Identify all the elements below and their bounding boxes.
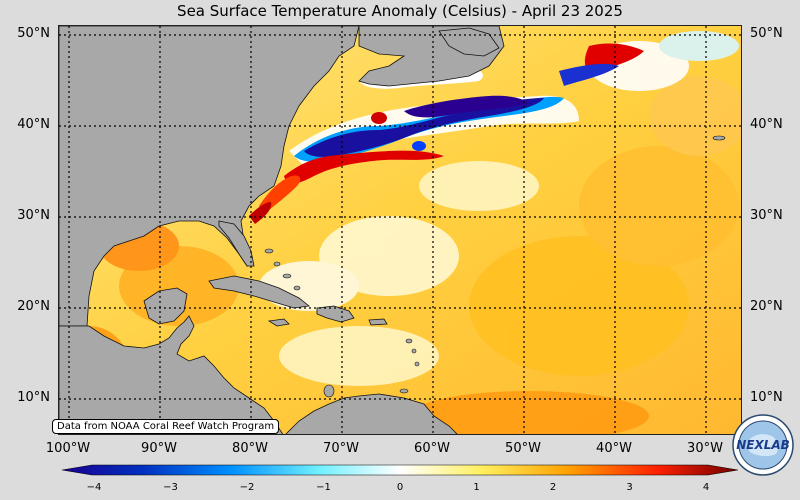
- lon-label-40w: 40°W: [596, 441, 632, 456]
- lat-label-left-30n: 30°N: [17, 208, 50, 223]
- colorbar-tick-label: −3: [163, 482, 178, 493]
- lat-label-right-50n: 50°N: [750, 26, 783, 41]
- map-title: Sea Surface Temperature Anomaly (Celsius…: [177, 2, 623, 20]
- land-masses: [59, 26, 505, 434]
- lon-label-30w: 30°W: [687, 441, 723, 456]
- colorbar-tick-label: −4: [86, 482, 102, 493]
- lat-label-left-20n: 20°N: [17, 299, 50, 314]
- colorbar-tick-label: 2: [549, 482, 557, 493]
- colorbar-tick-label: 0: [396, 482, 404, 493]
- colorbar-tick-label: −2: [239, 482, 255, 493]
- lat-label-left-10n: 10°N: [17, 390, 50, 405]
- data-credit-label: Data from NOAA Coral Reef Watch Program: [52, 419, 280, 434]
- lat-label-right-20n: 20°N: [750, 299, 783, 314]
- colorbar-tick-label: 4: [702, 482, 710, 493]
- lon-label-90w: 90°W: [141, 441, 177, 456]
- colorbar-tick-label: 1: [473, 482, 480, 493]
- colorbar-tick-label: −1: [316, 482, 331, 493]
- sst-anomaly-map: [58, 25, 742, 435]
- nexlab-logo[interactable]: NEXLAB: [732, 414, 794, 476]
- colorbar: −4 −3 −2 −1 0 1 2 3 4: [62, 462, 738, 496]
- lon-label-70w: 70°W: [323, 441, 359, 456]
- graticule: [59, 26, 741, 434]
- colorbar-tick-label: 3: [626, 482, 633, 493]
- lat-label-right-30n: 30°N: [750, 208, 783, 223]
- colorbar-gradient: [62, 464, 738, 476]
- lat-label-right-10n: 10°N: [750, 390, 783, 405]
- lat-label-left-50n: 50°N: [17, 26, 50, 41]
- lon-label-50w: 50°W: [505, 441, 541, 456]
- logo-text: NEXLAB: [736, 438, 790, 452]
- lon-label-60w: 60°W: [414, 441, 450, 456]
- small-islands: [264, 135, 726, 398]
- lat-label-right-40n: 40°N: [750, 117, 783, 132]
- lat-label-left-40n: 40°N: [17, 117, 50, 132]
- lon-label-80w: 80°W: [232, 441, 268, 456]
- lon-label-100w: 100°W: [45, 441, 91, 456]
